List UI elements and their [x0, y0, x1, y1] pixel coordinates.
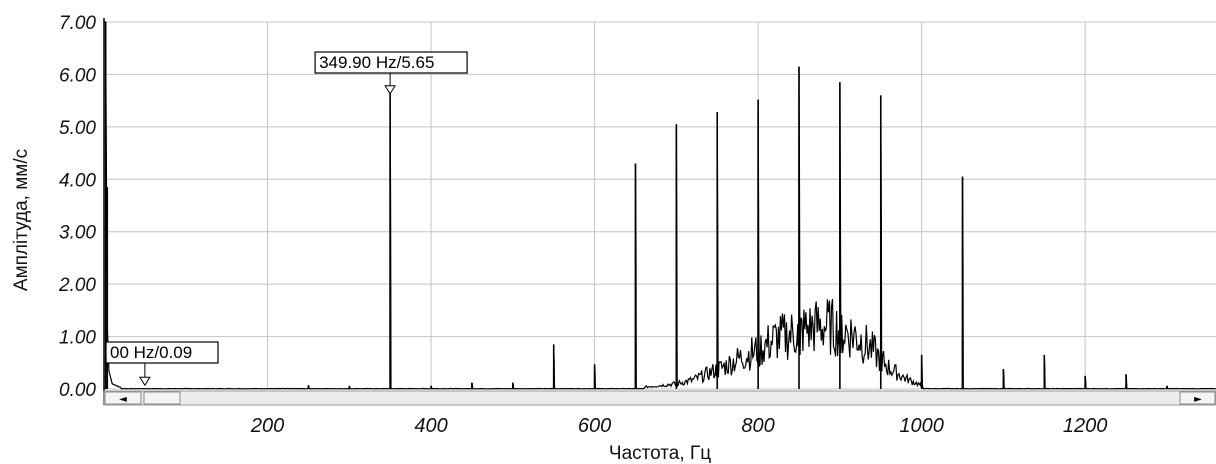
- y-tick-label: 4.00: [59, 170, 96, 191]
- marker-label: 00 Hz/0.09: [110, 343, 192, 362]
- scroll-right-arrow-icon: ►: [1194, 394, 1202, 405]
- y-tick-label: 0.00: [59, 380, 96, 401]
- marker-pointer-icon: [138, 376, 151, 387]
- scroll-right-button[interactable]: [1179, 391, 1216, 405]
- y-tick-label: 5.00: [59, 118, 96, 139]
- scrollbar[interactable]: ◄ ►: [103, 390, 1216, 406]
- x-tick-labels: 200 400 600 800 1000 1200: [250, 415, 1108, 437]
- marker-pointer-icon: [384, 85, 396, 95]
- y-axis-label: Амплітуда, мм/с: [11, 149, 32, 291]
- y-tick-labels: 0.00 1.00 2.00 3.00 4.00 5.00 6.00 7.00: [58, 13, 96, 401]
- scrollbar-thumb[interactable]: [143, 391, 181, 405]
- y-tick-label: 1.00: [59, 328, 96, 349]
- marker-label-box: [314, 51, 468, 74]
- x-tick-label: 400: [414, 415, 447, 437]
- y-tick-label: 3.00: [59, 223, 96, 244]
- x-tick-label: 800: [741, 415, 774, 437]
- x-tick-label: 1200: [1063, 415, 1108, 437]
- marker-label: 349.90 Hz/5.65: [319, 53, 434, 72]
- y-tick-label: 6.00: [59, 65, 96, 86]
- grid-lines: [104, 21, 1216, 390]
- spectrum-series: [104, 21, 1216, 390]
- y-tick-label: 7.00: [59, 13, 96, 34]
- scrollbar-track[interactable]: [103, 390, 1216, 406]
- x-tick-label: 600: [578, 415, 611, 437]
- x-tick-label: 200: [250, 415, 284, 437]
- scroll-left-arrow-icon: ◄: [119, 394, 127, 405]
- peak-markers: 349.90 Hz/5.65 00 Hz/0.09: [105, 51, 468, 387]
- spectrum-line: [104, 21, 1216, 390]
- y-tick-label: 2.00: [58, 275, 96, 296]
- x-axis-label: Частота, Гц: [609, 443, 711, 464]
- scroll-left-button[interactable]: [104, 391, 142, 405]
- x-tick-label: 1000: [899, 415, 944, 437]
- marker-label-box: [105, 341, 219, 364]
